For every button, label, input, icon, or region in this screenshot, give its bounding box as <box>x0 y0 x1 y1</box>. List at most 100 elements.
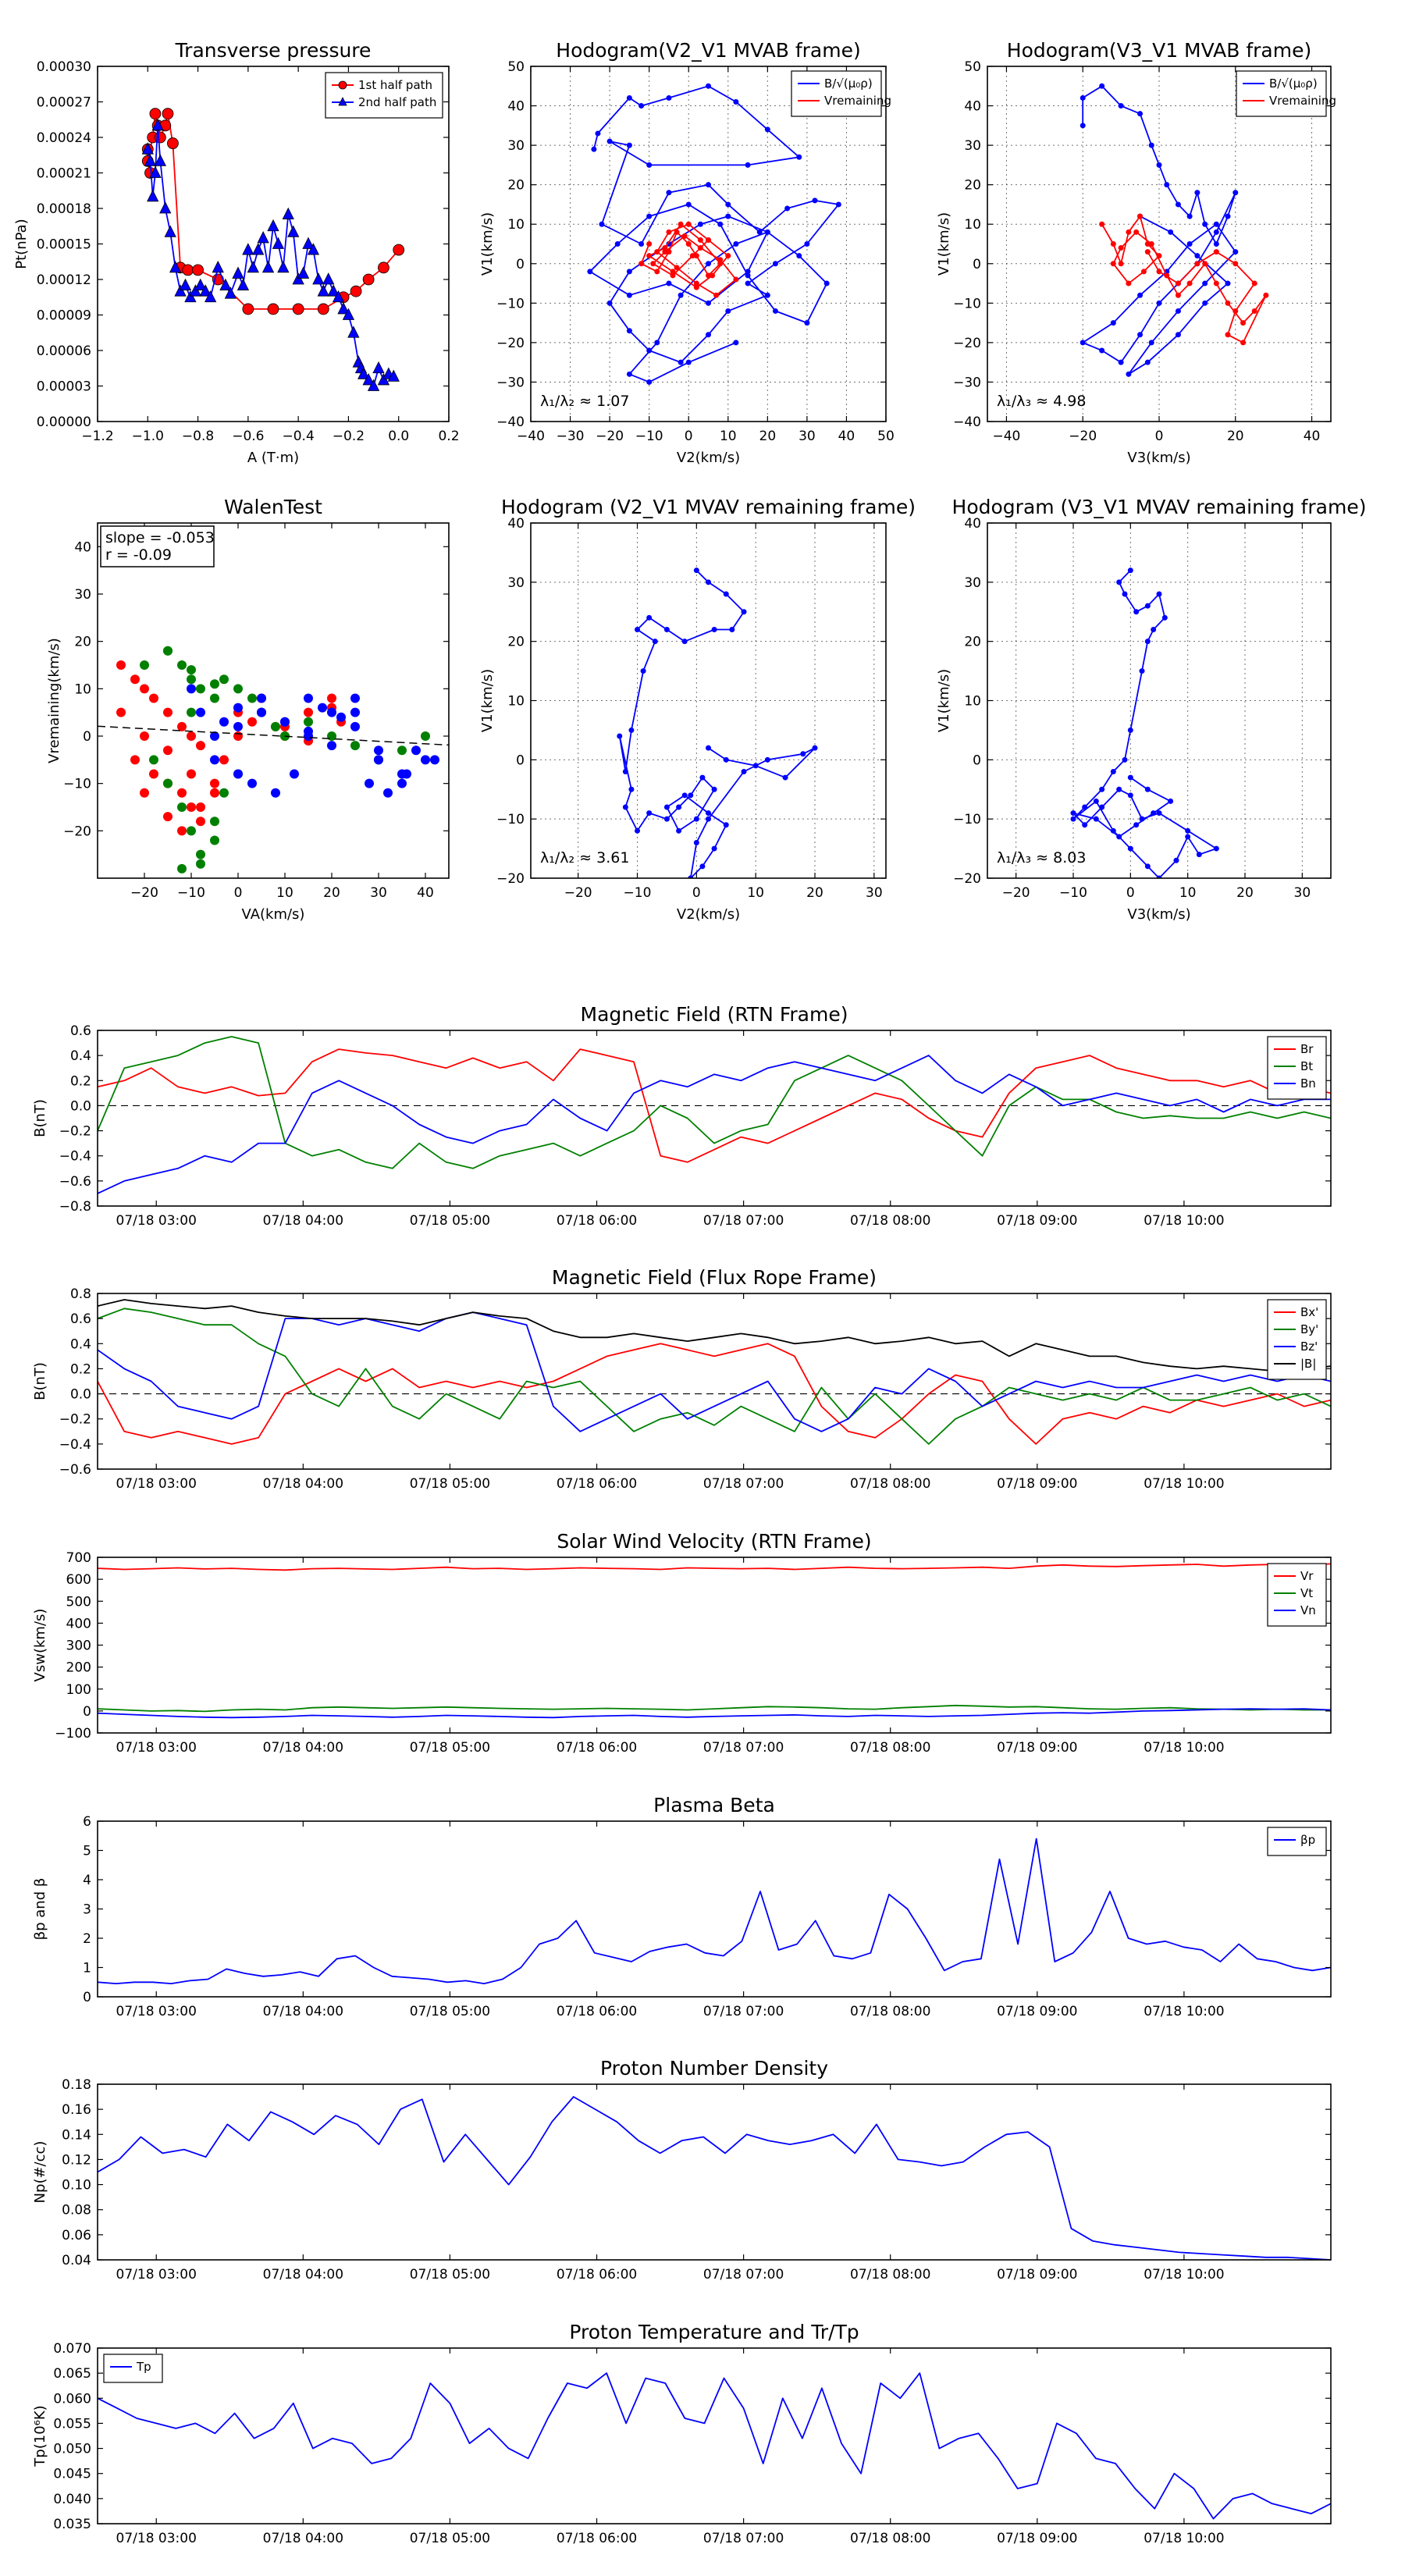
hodo3-ytick-label-5: 30 <box>507 575 525 591</box>
hodo2-point-0-4 <box>1137 111 1144 117</box>
hodo1-point-0-15 <box>666 190 672 196</box>
walen-point-0-3 <box>149 693 158 703</box>
hodo4-point-0-22 <box>1185 834 1191 840</box>
hodo4-point-0-25 <box>1185 827 1191 834</box>
tpt-ytick-label-6: 0.065 <box>53 2366 91 2382</box>
hodo2-ytick-label-5: 10 <box>964 217 981 233</box>
hodo1-xtick-label-3: −10 <box>635 429 663 444</box>
walen-ytick-label-5: 30 <box>74 587 91 603</box>
hodo3-point-0-5 <box>711 627 717 632</box>
swv-xtick-label-5: 07/18 08:00 <box>850 1740 930 1756</box>
mfrtn-xtick-label-5: 07/18 08:00 <box>850 1213 930 1229</box>
hodo2-point-1-8 <box>1126 280 1132 286</box>
hodo1-point-0-22 <box>804 241 810 247</box>
swv-title: Solar Wind Velocity (RTN Frame) <box>557 1530 871 1553</box>
np-xtick-label-2: 07/18 05:00 <box>410 2267 490 2282</box>
walen-point-2-21 <box>210 755 219 765</box>
walen-point-1-30 <box>196 859 205 869</box>
hodo1-ytick-label-0: −40 <box>496 415 525 430</box>
walen-point-0-9 <box>149 769 158 779</box>
hodo1-point-1-15 <box>710 272 716 279</box>
walen-point-0-15 <box>219 755 229 765</box>
hodo2-xtick-label-2: 0 <box>1155 429 1164 444</box>
tpt-xtick-label-0: 07/18 03:00 <box>116 2531 197 2546</box>
walen-point-2-30 <box>304 726 313 736</box>
hodo1-point-0-48 <box>804 320 810 326</box>
walen-point-0-11 <box>177 788 187 798</box>
hodo1-point-0-8 <box>796 154 802 160</box>
hodo3-point-0-21 <box>688 792 694 799</box>
mffr-series-B-line <box>98 1299 1331 1372</box>
tp-legend-label-1: 2nd half path <box>358 95 436 109</box>
tp-point-1-17 <box>219 278 232 290</box>
walen-point-0-2 <box>140 684 149 694</box>
hodo1-ytick-label-9: 50 <box>507 59 525 75</box>
hodo1-xtick-label-8: 40 <box>838 429 855 444</box>
hodo4-point-0-8 <box>1144 639 1151 645</box>
tpt-legend-box <box>103 2354 163 2383</box>
hodo4-point-0-11 <box>1122 756 1128 763</box>
tpt-ytick-label-1: 0.040 <box>53 2492 91 2507</box>
hodo1-point-0-47 <box>772 308 778 314</box>
hodo1-point-0-1 <box>595 130 601 137</box>
swv-xtick-label-6: 07/18 09:00 <box>997 1740 1077 1756</box>
hodo4-point-0-27 <box>1139 816 1145 822</box>
hodo2-ytick-label-2: −20 <box>953 336 981 351</box>
tpt-xtick-label-4: 07/18 07:00 <box>703 2531 784 2546</box>
hodo2-point-0-3 <box>1118 103 1124 109</box>
hodo1-point-1-27 <box>681 233 688 239</box>
hodo4-ytick-label-0: −20 <box>953 871 981 887</box>
beta-ytick-label-3: 3 <box>83 1902 91 1918</box>
tp-plot-area <box>141 108 405 391</box>
beta-xtick-label-7: 07/18 10:00 <box>1144 2004 1224 2019</box>
swv-ytick-label-1: 0 <box>83 1704 91 1720</box>
mffr-legend-label-3: |B| <box>1300 1357 1316 1371</box>
hodo2-ytick-label-0: −40 <box>953 415 981 430</box>
hodo3-ytick-label-0: −20 <box>496 871 525 887</box>
hodo4-point-0-38 <box>1144 786 1151 792</box>
hodo1-annotation: λ₁/λ₂ ≈ 1.07 <box>540 393 629 410</box>
tp-point-1-48 <box>372 361 385 374</box>
tp-ytick-label-5: 0.00015 <box>37 237 91 253</box>
tp-point-1-41 <box>342 308 355 320</box>
hodo1-point-1-2 <box>654 269 660 275</box>
swv-legend-label-1: Vt <box>1300 1586 1313 1600</box>
walen-point-2-29 <box>280 717 290 727</box>
walen-point-0-26 <box>187 769 196 779</box>
np-ytick-label-4: 0.12 <box>62 2152 91 2168</box>
hodo3-point-0-6 <box>681 639 688 645</box>
walen-point-2-0 <box>210 731 219 741</box>
swv-ytick-label-8: 700 <box>66 1550 91 1566</box>
beta-ylabel: βp and β <box>32 1878 48 1941</box>
hodo4-point-0-32 <box>1070 810 1076 817</box>
hodo2-point-1-30 <box>1156 269 1162 275</box>
walen-panel: −20 −10 0 10 20 30 40 −20 −10 0 10 20 30 40 WalenTest V… <box>46 496 450 923</box>
tpt-ytick-label-3: 0.050 <box>53 2442 91 2457</box>
walen-point-0-34 <box>140 788 149 798</box>
tp-point-1-24 <box>257 231 269 244</box>
hodo2-point-0-23 <box>1110 320 1116 326</box>
walen-point-1-16 <box>210 817 219 827</box>
np-ytick-label-2: 0.08 <box>62 2203 91 2218</box>
tpt-legend-label-0: Tp <box>136 2360 151 2374</box>
beta-xtick-label-6: 07/18 09:00 <box>997 2004 1077 2019</box>
tp-point-0-16 <box>292 303 304 315</box>
walen-point-1-13 <box>177 802 187 812</box>
tp-xlabel: A (T·m) <box>247 450 299 466</box>
tp-point-1-22 <box>247 260 259 273</box>
hodo4-point-0-37 <box>1168 798 1174 804</box>
hodo4-plot-area <box>1070 568 1219 878</box>
hodo1-point-0-39 <box>666 280 672 286</box>
walen-point-1-9 <box>271 721 280 731</box>
walen-point-0-27 <box>210 788 219 798</box>
walen-xtick-label-2: 0 <box>234 885 243 901</box>
tp-point-1-6 <box>159 201 172 214</box>
hodo3-point-0-37 <box>800 751 806 757</box>
hodo4-ytick-label-3: 10 <box>964 694 981 710</box>
walen-point-1-19 <box>140 660 149 670</box>
beta-xtick-label-3: 07/18 06:00 <box>557 2004 637 2019</box>
hodo3-point-0-24 <box>693 816 699 822</box>
mfrtn-xtick-label-4: 07/18 07:00 <box>703 1213 784 1229</box>
walen-ytick-label-6: 40 <box>74 539 91 555</box>
tp-point-1-3 <box>149 165 162 178</box>
